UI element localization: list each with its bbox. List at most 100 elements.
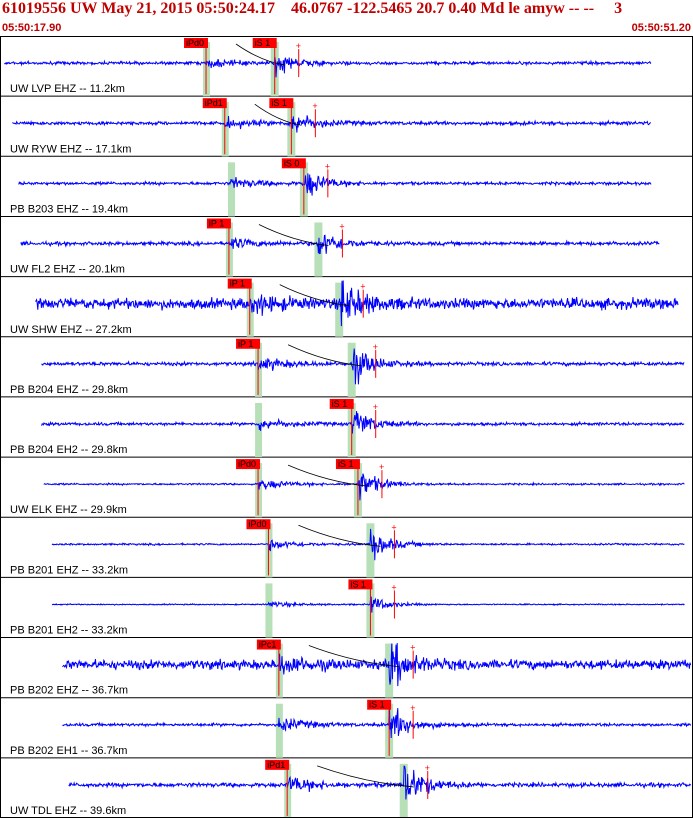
trace-row: iP 1 + PB B204 EHZ -- 29.8km [0,338,693,398]
trace-row: iS 0 + PB B203 EHZ -- 19.4km [0,158,693,217]
station-label: UW LVP EHZ -- 11.2km [10,83,125,95]
p-window [228,162,235,217]
p-pick-label: iPc1 [259,640,277,650]
p-pick-label: iP 1 [209,218,224,228]
waveform [51,528,685,561]
s-pick-label: iS 1 [332,399,348,409]
amp-marker-plus: + [312,101,317,111]
header: 61019556 UW May 21, 2015 05:50:24.17 46.… [0,0,693,36]
amp-marker-plus: + [325,161,330,171]
trace-row: iPd0 + PB B201 EHZ -- 33.2km [0,519,693,578]
station-label: PB B203 EHZ -- 19.4km [10,203,128,215]
p-pick-label: iPd0 [238,459,256,469]
s-pick-label: iS 1 [350,579,366,589]
station-label: UW ELK EHZ -- 29.9km [10,504,127,516]
s-window [335,282,344,337]
p-pick-label: iPd0 [186,38,204,48]
coda-curve [287,344,362,367]
amp-marker-plus: + [379,462,384,472]
event-title: 61019556 UW May 21, 2015 05:50:24.17 46.… [2,0,623,17]
waveform [35,280,679,327]
s-window [347,342,356,397]
p-pick-label: iP 1 [230,279,245,289]
s-pick-box [329,398,354,409]
waveform [68,765,692,800]
p-pick-box [184,38,209,48]
p-pick-box [236,338,261,349]
station-label: PB B202 EH1 -- 36.7km [10,745,127,757]
waveform [62,642,692,687]
p-window [275,703,283,758]
trace-row: iPd1 + UW TDL EHZ -- 39.6km [0,759,693,818]
p-pick-box [202,98,227,109]
coda-curve [308,645,400,668]
trace-row: iS 1 + PB B202 EH1 -- 36.7km [0,699,693,759]
waveform [51,596,685,613]
s-pick-label: iS 1 [338,459,354,469]
waveform [62,699,692,739]
waveform [43,473,685,501]
s-pick-label: iS 1 [271,98,287,108]
coda-curve [254,103,302,126]
trace-row: iS 1 + PB B204 EH2 -- 29.8km [0,398,693,458]
station-label: PB B201 EHZ -- 33.2km [10,564,128,576]
amp-marker-plus: + [373,342,378,352]
p-pick-box [265,759,290,770]
trace-row: iPd1 iS 1 + UW RYW EHZ -- 17.1km [0,98,693,157]
s-pick-box [269,98,294,109]
trace-row: iPc1 + PB B202 EHZ -- 36.7km [0,639,693,699]
amp-marker-plus: + [410,703,415,713]
amp-marker-plus: + [425,763,430,773]
station-label: PB B204 EH2 -- 29.8km [10,444,127,456]
amp-marker-plus: + [391,522,396,532]
waveform [4,56,652,78]
s-window [399,763,408,818]
start-time: 05:50:17.90 [2,22,62,34]
s-pick-label: iS 1 [369,700,385,710]
coda-curve [287,464,368,487]
s-pick-box [367,699,392,710]
trace-row: iS 1 + PB B201 EH2 -- 33.2km [0,579,693,639]
trace-row: iP 1 + UW SHW EHZ -- 27.2km [0,278,693,338]
waveform [18,173,652,196]
end-time: 05:50:51.20 [631,22,691,34]
p-pick-box [236,459,261,470]
station-label: PB B204 EHZ -- 29.8km [10,384,128,396]
waveform [41,410,685,434]
station-label: PB B202 EHZ -- 36.7km [10,685,128,697]
s-pick-box [335,459,360,470]
p-pick-box [206,218,231,229]
p-pick-label: iPd1 [205,98,223,108]
amp-marker-plus: + [339,222,344,232]
seismogram-plot: iPd0 iS 1 + UW LVP EHZ -- 11.2km iPd1 iS 1 + UW… [0,36,693,818]
p-pick-label: iPd0 [248,519,266,529]
s-pick-box [281,158,306,169]
waveform [12,115,651,133]
p-window [255,402,263,458]
coda-curve [235,43,285,66]
p-pick-label: iP 1 [238,339,253,349]
coda-curve [279,284,350,307]
s-pick-box [348,579,373,590]
waveform [20,234,660,255]
amp-marker-plus: + [410,643,415,653]
coda-curve [298,524,381,547]
station-label: UW TDL EHZ -- 39.6km [10,805,126,817]
p-pick-box [256,639,281,650]
station-label: PB B201 EH2 -- 33.2km [10,625,127,637]
coda-curve [258,224,329,246]
trace-row: iPd0 iS 1 + UW LVP EHZ -- 11.2km [0,38,693,97]
s-pick-label: iS 0 [284,158,300,168]
p-window [265,583,273,638]
station-label: UW SHW EHZ -- 27.2km [10,324,132,336]
p-pick-label: iPd1 [267,760,285,770]
p-pick-box [227,278,252,289]
trace-row: iPd0 iS 1 + UW ELK EHZ -- 29.9km [0,459,693,518]
s-pick-label: iS 1 [255,38,271,48]
coda-curve [317,765,414,788]
s-pick-box [252,38,277,48]
station-label: UW FL2 EHZ -- 20.1km [10,264,125,276]
amp-marker-plus: + [373,402,378,412]
trace-row: iP 1 + UW FL2 EHZ -- 20.1km [0,218,693,278]
amp-marker-plus: + [360,282,365,292]
